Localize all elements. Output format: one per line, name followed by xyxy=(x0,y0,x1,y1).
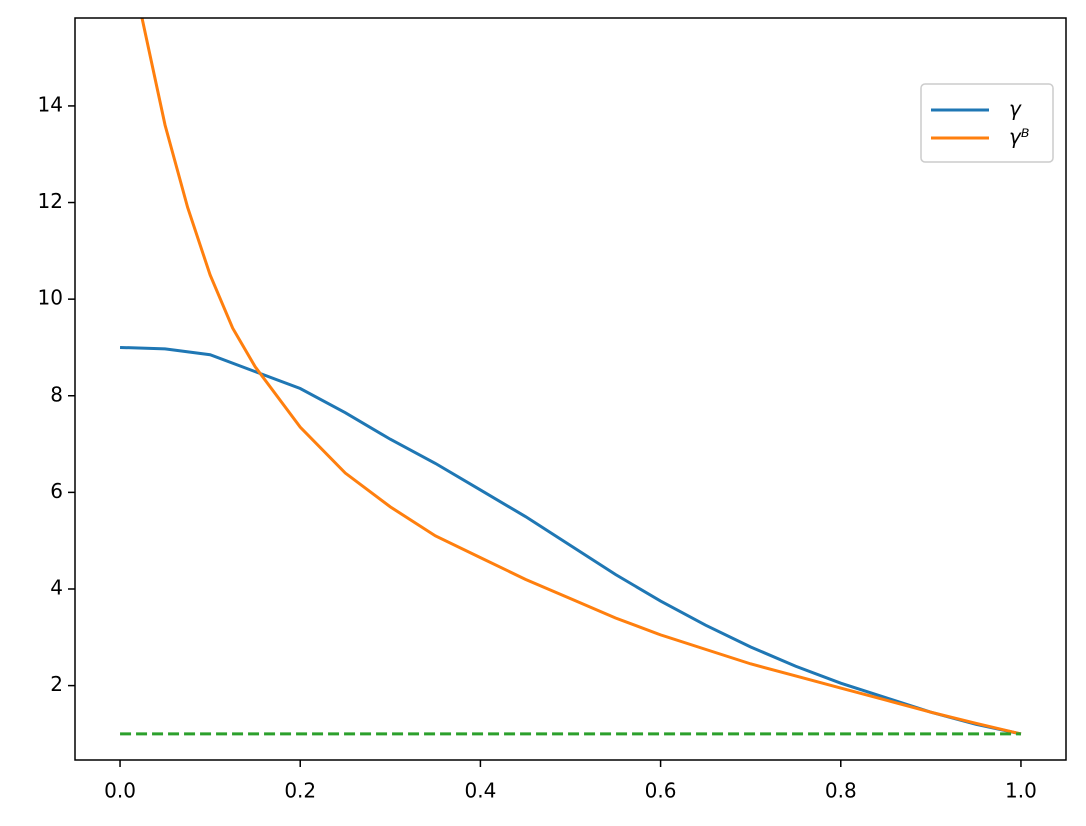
legend-box xyxy=(920,83,1054,163)
y-tick-label: 10 xyxy=(38,286,63,310)
legend-label: γᴮ xyxy=(1009,125,1029,149)
y-tick-label: 8 xyxy=(50,382,63,406)
y-tick-label: 2 xyxy=(50,672,63,696)
x-tick-label: 0.8 xyxy=(825,779,857,803)
y-tick-label: 4 xyxy=(50,575,63,599)
x-tick-label: 1.0 xyxy=(1005,779,1037,803)
legend-label: γ xyxy=(1009,97,1022,121)
y-tick-label: 12 xyxy=(38,189,63,213)
y-tick-label: 6 xyxy=(50,479,63,503)
line xyxy=(119,345,1022,736)
y-tick-label: 14 xyxy=(38,92,63,116)
x-tick-label: 0.6 xyxy=(645,779,677,803)
x-tick-label: 0.4 xyxy=(465,779,497,803)
axes-frame xyxy=(74,17,1067,761)
line xyxy=(140,18,1022,736)
plot-area xyxy=(119,18,1022,736)
x-tick-label: 0.0 xyxy=(104,779,136,803)
x-tick-label: 0.2 xyxy=(284,779,316,803)
